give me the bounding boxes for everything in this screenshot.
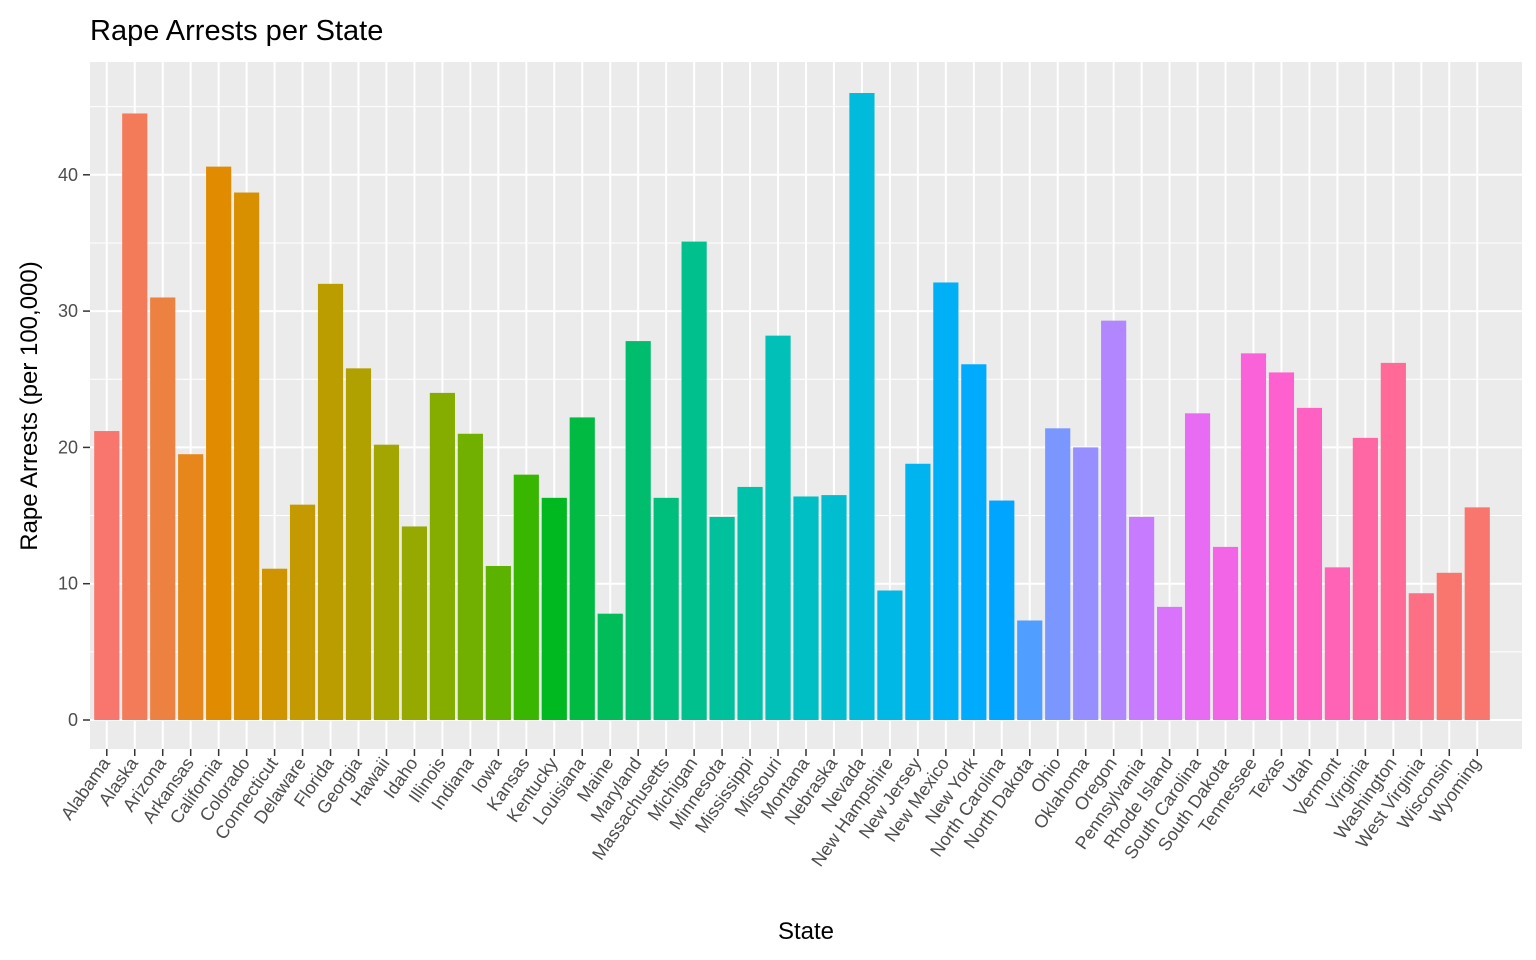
y-axis-title: Rape Arrests (per 100,000) (16, 261, 43, 551)
bar-new-mexico (933, 282, 959, 720)
bar-nevada (849, 93, 875, 720)
bar-ohio (1045, 428, 1071, 720)
bar-delaware (289, 504, 316, 720)
bar-hawaii (373, 444, 400, 720)
chart-title: Rape Arrests per State (90, 15, 383, 47)
y-tick-label: 30 (58, 301, 78, 321)
bar-alaska (122, 113, 148, 721)
bar-west-virginia (1408, 593, 1434, 720)
bar-virginia (1352, 437, 1378, 720)
bar-tennessee (1240, 353, 1267, 720)
bar-arkansas (178, 454, 204, 720)
bar-vermont (1324, 567, 1350, 720)
bar-idaho (401, 526, 428, 720)
bar-new-york (961, 364, 987, 720)
bar-maine (597, 613, 623, 720)
bar-south-dakota (1212, 546, 1239, 720)
y-tick-label: 40 (58, 165, 78, 185)
bar-alabama (94, 431, 120, 720)
bar-california (206, 166, 232, 720)
y-tick-label: 20 (58, 437, 78, 457)
bars (94, 93, 1490, 721)
bar-maryland (625, 341, 651, 720)
bar-connecticut (262, 568, 288, 720)
bar-wisconsin (1436, 572, 1462, 720)
y-tick-label: 0 (68, 710, 78, 730)
bar-kansas (513, 474, 539, 720)
bar-new-jersey (905, 463, 931, 720)
bar-north-dakota (1017, 620, 1043, 720)
bar-colorado (234, 192, 260, 721)
bar-oregon (1101, 320, 1127, 720)
bar-south-carolina (1184, 413, 1211, 720)
bar-georgia (345, 368, 372, 720)
bar-massachusetts (653, 497, 679, 720)
x-axis: AlabamaAlaskaArizonaArkansasCaliforniaCo… (57, 749, 1485, 870)
bar-arizona (150, 297, 176, 720)
bar-florida (317, 283, 344, 720)
bar-utah (1296, 407, 1323, 720)
bar-texas (1268, 372, 1295, 720)
x-axis-title: State (778, 918, 834, 945)
bar-oklahoma (1073, 447, 1099, 720)
y-tick-label: 10 (58, 574, 78, 594)
bar-iowa (485, 565, 511, 720)
bar-montana (793, 496, 819, 720)
y-axis: 0 10 20 30 40 (58, 165, 90, 730)
bar-minnesota (709, 516, 735, 720)
bar-indiana (457, 433, 483, 720)
bar-pennsylvania (1129, 516, 1155, 720)
bar-rhode-island (1157, 606, 1183, 720)
bar-louisiana (569, 417, 595, 720)
bar-mississippi (737, 486, 763, 720)
bar-north-carolina (989, 500, 1015, 720)
bar-new-hampshire (877, 590, 903, 720)
bar-kentucky (541, 497, 567, 720)
bar-wyoming (1464, 507, 1490, 720)
bar-illinois (429, 392, 455, 720)
bar-missouri (765, 335, 791, 720)
bar-michigan (681, 241, 707, 720)
bar-washington (1380, 362, 1406, 720)
bar-nebraska (821, 495, 847, 720)
